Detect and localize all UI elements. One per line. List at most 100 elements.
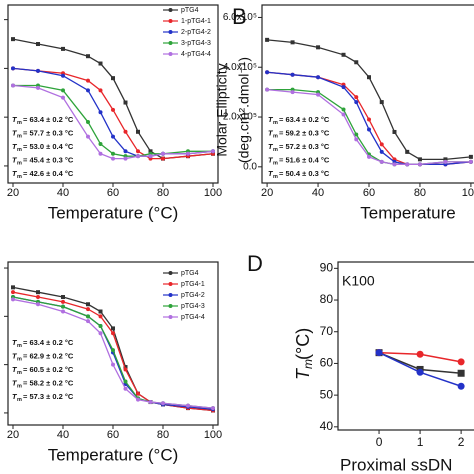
data-point [417, 162, 422, 167]
annotation-subscript: m [273, 174, 278, 180]
data-point [290, 90, 295, 95]
data-point [392, 162, 397, 167]
data-point [86, 307, 90, 312]
y-tick-label: 4.0x10⁵ [223, 62, 257, 73]
data-point [161, 151, 165, 156]
data-point [148, 154, 153, 159]
legend-marker [168, 315, 173, 319]
data-point [36, 302, 40, 307]
legend-label: pTG4-2 [181, 292, 205, 299]
annotation: = 62.9 ± 0.2 °C [23, 351, 74, 360]
data-point [98, 141, 103, 146]
x-tick-label: 80 [414, 187, 426, 199]
data-point [379, 159, 384, 164]
data-point [354, 95, 359, 100]
x-axis-label: Temperature [360, 203, 455, 222]
y-tick-label: 90 [320, 261, 334, 275]
data-point [405, 162, 410, 167]
data-point [354, 132, 359, 137]
data-point [186, 403, 190, 408]
data-point [11, 290, 15, 295]
annotation: = 50.4 ± 0.3 °C [279, 169, 330, 178]
annotation-symbol: T [12, 142, 18, 151]
x-tick-label: 100 [204, 187, 222, 199]
x-axis-label: Proximal ssDN [340, 455, 452, 474]
annotation-subscript: m [17, 370, 22, 376]
annotation: = 42.6 ± 0.4 °C [23, 169, 74, 178]
data-point [111, 134, 115, 139]
annotation-symbol: T [12, 378, 18, 387]
x-tick-label: 20 [261, 187, 273, 199]
legend-marker [168, 282, 173, 286]
data-point [11, 285, 15, 290]
data-point [443, 159, 448, 164]
y-tick-label: 70 [320, 324, 334, 338]
data-point [111, 76, 115, 81]
data-point [123, 367, 128, 372]
series-line [267, 88, 471, 165]
legend-label: 1-pTG4-1 [181, 18, 211, 25]
annotation-subscript: m [17, 397, 22, 403]
annotation-symbol: T [268, 169, 274, 178]
x-axis-label: Temperature (°C) [48, 445, 179, 464]
series-line [12, 298, 214, 409]
x-tick-label: 40 [312, 187, 324, 199]
y-tick-label: 50 [320, 387, 334, 401]
data-point [36, 295, 40, 300]
data-point [316, 75, 321, 80]
annotation-subscript: m [273, 160, 278, 166]
y-tick-label: 6.0x10⁵ [223, 12, 257, 23]
annotation-subscript: m [273, 120, 278, 126]
annotation-symbol: T [12, 338, 18, 347]
annotation-subscript: m [17, 120, 22, 126]
data-point [148, 149, 153, 154]
data-point [111, 326, 115, 331]
y-axis-label: T [293, 367, 313, 380]
data-point [457, 369, 465, 377]
data-point [98, 309, 103, 314]
legend-label: pTG4-4 [181, 314, 205, 321]
y-axis-label-subscript: m [301, 359, 315, 369]
data-point [457, 358, 465, 366]
legend-label: pTG4 [181, 270, 199, 277]
legend-marker [168, 293, 173, 297]
legend-marker [168, 52, 173, 56]
panel-label: D [247, 251, 263, 276]
data-point [367, 154, 371, 159]
legend-marker [168, 19, 173, 23]
data-point [211, 406, 215, 411]
data-point [211, 149, 215, 154]
data-point [265, 87, 270, 92]
y-tick-label: 80 [320, 292, 334, 306]
axes-frame [337, 261, 474, 431]
data-point [136, 397, 140, 402]
data-point [86, 314, 90, 319]
data-point [61, 88, 65, 93]
data-point [11, 297, 15, 302]
data-point [86, 319, 90, 324]
data-point [341, 85, 346, 90]
data-point [98, 331, 103, 336]
annotation: = 63.4 ± 0.2 °C [23, 115, 74, 124]
x-tick-label: 60 [363, 187, 375, 199]
x-tick-label: 80 [157, 429, 169, 441]
data-point [111, 156, 115, 161]
annotation: = 57.2 ± 0.3 °C [279, 142, 330, 151]
panel-label: B [232, 4, 247, 29]
annotation: = 63.4 ± 0.2 °C [23, 338, 74, 347]
data-point [61, 46, 65, 51]
data-point [36, 42, 40, 47]
annotation-subscript: m [17, 133, 22, 139]
data-point [354, 100, 359, 105]
x-tick-label: 100 [462, 187, 474, 199]
legend-label: 4-pTG4-4 [181, 51, 211, 58]
data-point [136, 391, 140, 396]
data-point [161, 156, 165, 161]
y-axis-label-group: (deg.cm².dmol⁻¹) [236, 57, 252, 163]
y-axis-label-unit: (°C) [293, 328, 313, 360]
data-point [316, 92, 321, 97]
y-axis-label-group: Molar Ellipticity [214, 63, 230, 156]
y-tick-label: 40 [320, 419, 334, 433]
data-point [61, 295, 65, 300]
